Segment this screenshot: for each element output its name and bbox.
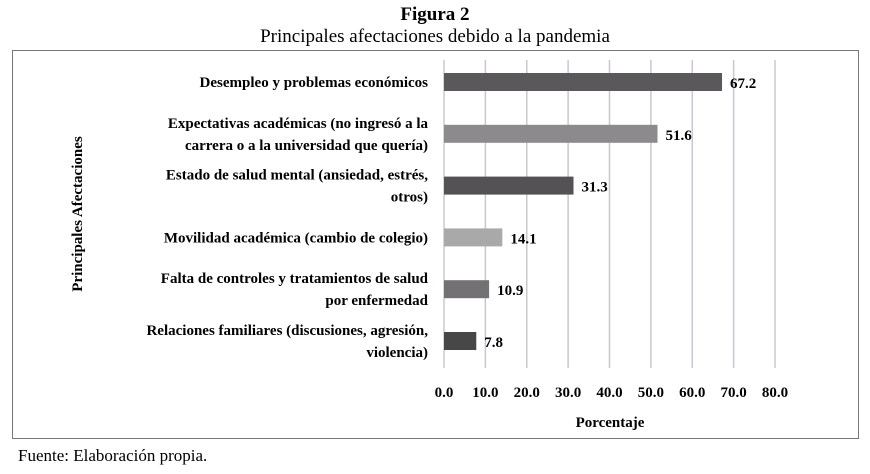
chart-frame	[12, 50, 859, 439]
figure-label: Figura 2	[400, 4, 470, 25]
x-tick-label: 80.0	[762, 385, 788, 401]
x-tick-label: 20.0	[514, 385, 540, 401]
x-tick-label: 40.0	[596, 385, 622, 401]
bar	[444, 73, 723, 91]
category-label: Movilidad académica (cambio de colegio)	[164, 230, 428, 246]
x-tick-label: 30.0	[555, 385, 581, 401]
category-label: violencia)	[366, 345, 428, 361]
x-tick-label: 50.0	[638, 385, 664, 401]
category-label: Falta de controles y tratamientos de sal…	[161, 271, 429, 287]
bar	[444, 280, 490, 299]
x-tick-label: 70.0	[721, 385, 747, 401]
category-label: Expectativas académicas (no ingresó a la	[168, 116, 429, 132]
bar	[444, 176, 574, 195]
category-label: Relaciones familiares (discusiones, agre…	[146, 323, 428, 339]
x-axis-title: Porcentaje	[576, 415, 645, 431]
category-label: Estado de salud mental (ansiedad, estrés…	[166, 168, 428, 184]
data-label: 14.1	[510, 231, 536, 247]
category-label: otros)	[391, 190, 428, 206]
x-tick-label: 10.0	[472, 385, 498, 401]
data-label: 31.3	[582, 180, 608, 196]
y-axis-title: Principales Afectaciones	[70, 136, 86, 292]
category-label: Desempleo y problemas económicos	[200, 75, 429, 91]
bar	[444, 332, 477, 350]
data-label: 7.8	[484, 335, 503, 351]
data-label: 51.6	[665, 128, 692, 144]
source-note: Fuente: Elaboración propia.	[18, 446, 208, 465]
bar	[444, 228, 503, 247]
x-tick-label: 0.0	[435, 385, 454, 401]
data-label: 67.2	[730, 76, 756, 92]
x-tick-label: 60.0	[679, 385, 705, 401]
category-label: carrera o a la universidad que quería)	[185, 138, 428, 154]
chart-title: Principales afectaciones debido a la pan…	[260, 26, 610, 47]
category-label: por enfermedad	[325, 293, 428, 309]
bar	[444, 124, 658, 143]
data-label: 10.9	[497, 283, 523, 299]
